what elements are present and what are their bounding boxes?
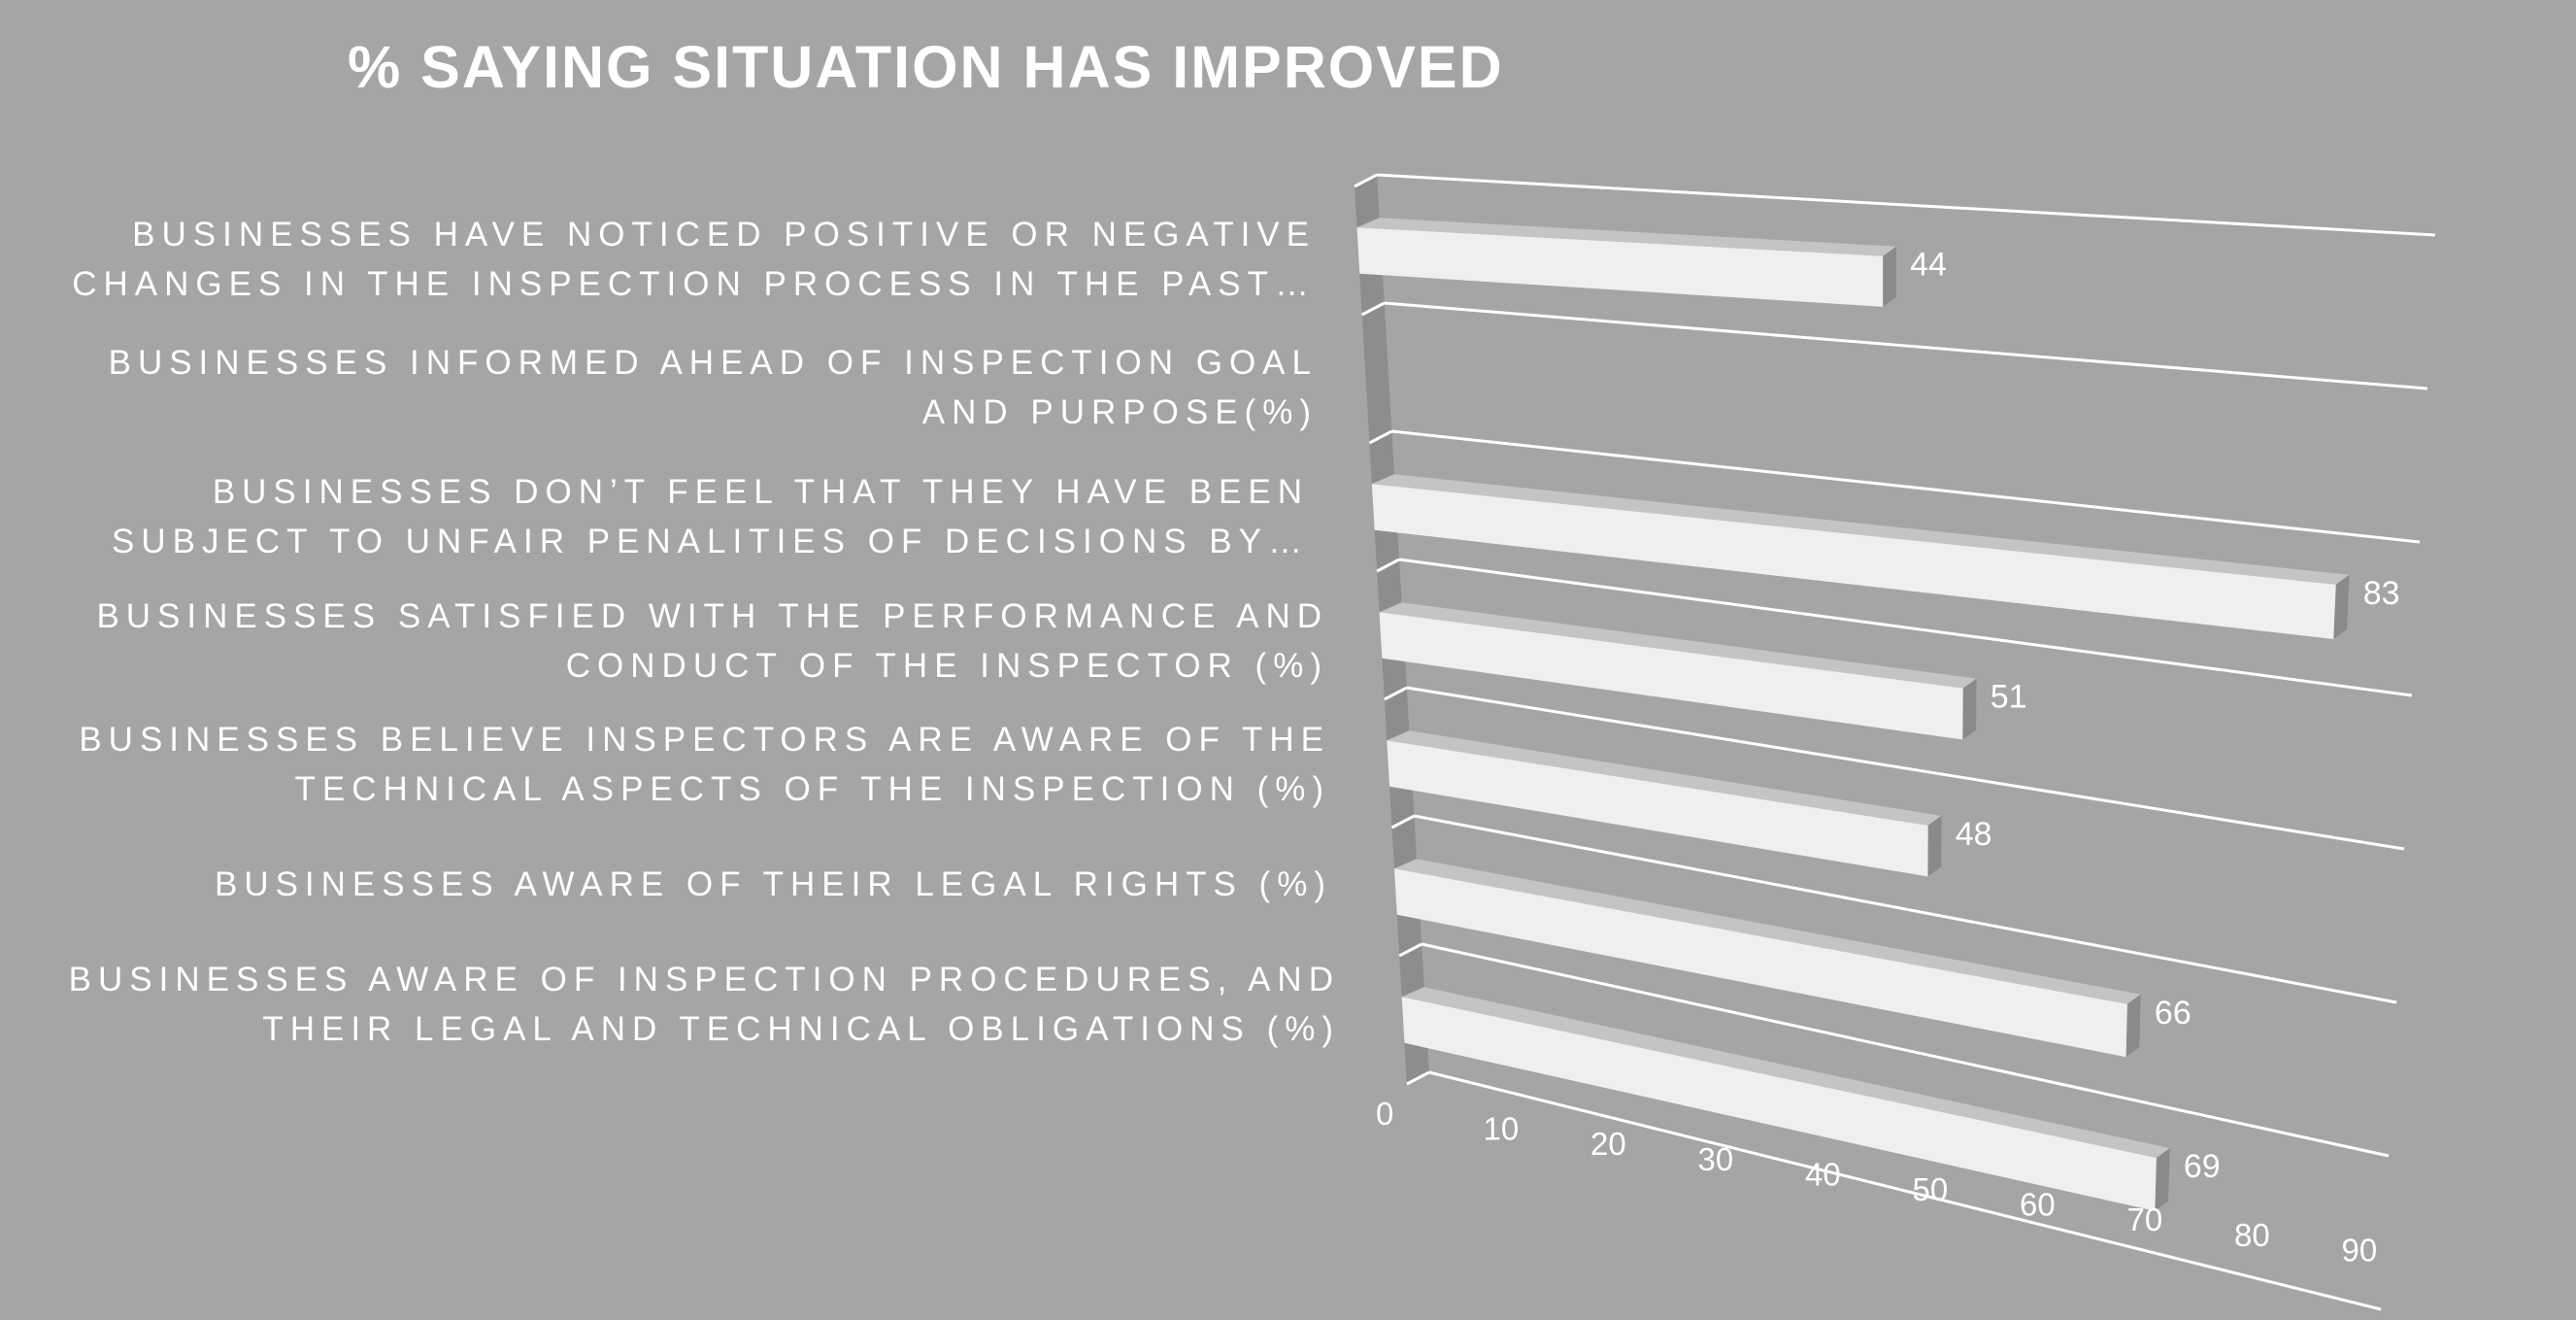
bar-front-face [1356,227,1884,307]
gridline [1384,301,2428,390]
x-tick-label: 50 [1913,1171,1949,1207]
bar [1356,218,1896,307]
category-label: BUSINESSES INFORMED AHEAD OF INSPECTION … [109,344,1318,431]
gridline [1398,558,2413,697]
data-label: 44 [1910,247,1947,284]
bar-side-face [2333,574,2350,639]
x-tick-label: 10 [1484,1111,1520,1147]
bar [1401,987,2170,1211]
gridlines [1354,173,2436,1311]
bar-top-face [1356,218,1896,256]
x-tick-label: 20 [1590,1126,1626,1162]
bar-front-face [1393,868,2127,1058]
bar-front-face [1371,484,2336,639]
gridline [1414,814,2397,1004]
gridline-wall-tick [1384,686,1408,701]
category-label: BUSINESSES AWARE OF INSPECTION PROCEDURE… [69,961,1340,1048]
category-label: BUSINESSES BELIEVE INSPECTORS ARE AWARE … [79,721,1330,808]
gridline [1406,686,2405,851]
bar-side-face [2125,994,2141,1058]
gridline-wall-tick [1361,301,1386,317]
bar-top-face [1401,987,2170,1159]
bar-side-face [1883,246,1896,307]
chart-title: % SAYING SITUATION HAS IMPROVED [348,34,1504,100]
bar-front-face [1387,740,1928,877]
bar-front-face [1379,612,1963,740]
data-label: 83 [2363,575,2400,612]
bar [1371,474,2350,639]
data-label: 48 [1956,816,1992,853]
gridline-wall-tick [1368,429,1393,445]
bar [1393,859,2141,1058]
gridline [1428,1070,2382,1311]
data-label: 66 [2155,995,2191,1032]
x-axis-tick-labels: 0 10 20 30 40 50 60 70 80 90 [1376,1096,2377,1268]
bar-top-face [1387,730,1942,826]
bar [1387,730,1942,877]
gridline-wall-tick [1398,942,1422,958]
gridline [1391,429,2421,544]
bar-top-face [1379,602,1977,689]
x-tick-label: 90 [2342,1232,2378,1268]
gridline-wall-tick [1354,173,1378,188]
category-label: BUSINESSES SATISFIED WITH THE PERFORMANC… [96,597,1328,685]
bar [1379,602,1977,740]
data-labels: 44 83 51 48 66 69 [1910,247,2399,1185]
gridline [1421,942,2390,1158]
category-label: BUSINESSES DON’T FEEL THAT THEY HAVE BEE… [112,473,1309,560]
x-tick-label: 30 [1698,1141,1734,1177]
bar-top-face [1371,474,2350,585]
gridline-wall-tick [1390,814,1416,829]
gridline-wall-tick [1376,558,1400,573]
x-tick-label: 40 [1805,1156,1841,1192]
x-tick-label: 60 [2020,1187,2056,1223]
category-label: BUSINESSES AWARE OF THEIR LEGAL RIGHTS (… [215,865,1332,903]
data-label: 69 [2184,1148,2221,1185]
category-label: BUSINESSES HAVE NOTICED POSITIVE OR NEGA… [72,216,1316,303]
data-label: 51 [1991,679,2027,716]
gridline [1376,173,2436,237]
bar-side-face [1927,815,1942,877]
bar-side-face [1962,678,1977,740]
x-tick-label: 70 [2127,1202,2163,1237]
bar-front-face [1401,997,2157,1211]
bars [1356,218,2350,1211]
category-labels: BUSINESSES HAVE NOTICED POSITIVE OR NEGA… [69,216,1340,1048]
bar-side-face [2155,1148,2170,1211]
x-tick-label: 0 [1376,1096,1393,1132]
gridline-wall-tick [1406,1070,1430,1086]
x-tick-label: 80 [2234,1217,2270,1253]
bar-top-face [1393,859,2141,1004]
